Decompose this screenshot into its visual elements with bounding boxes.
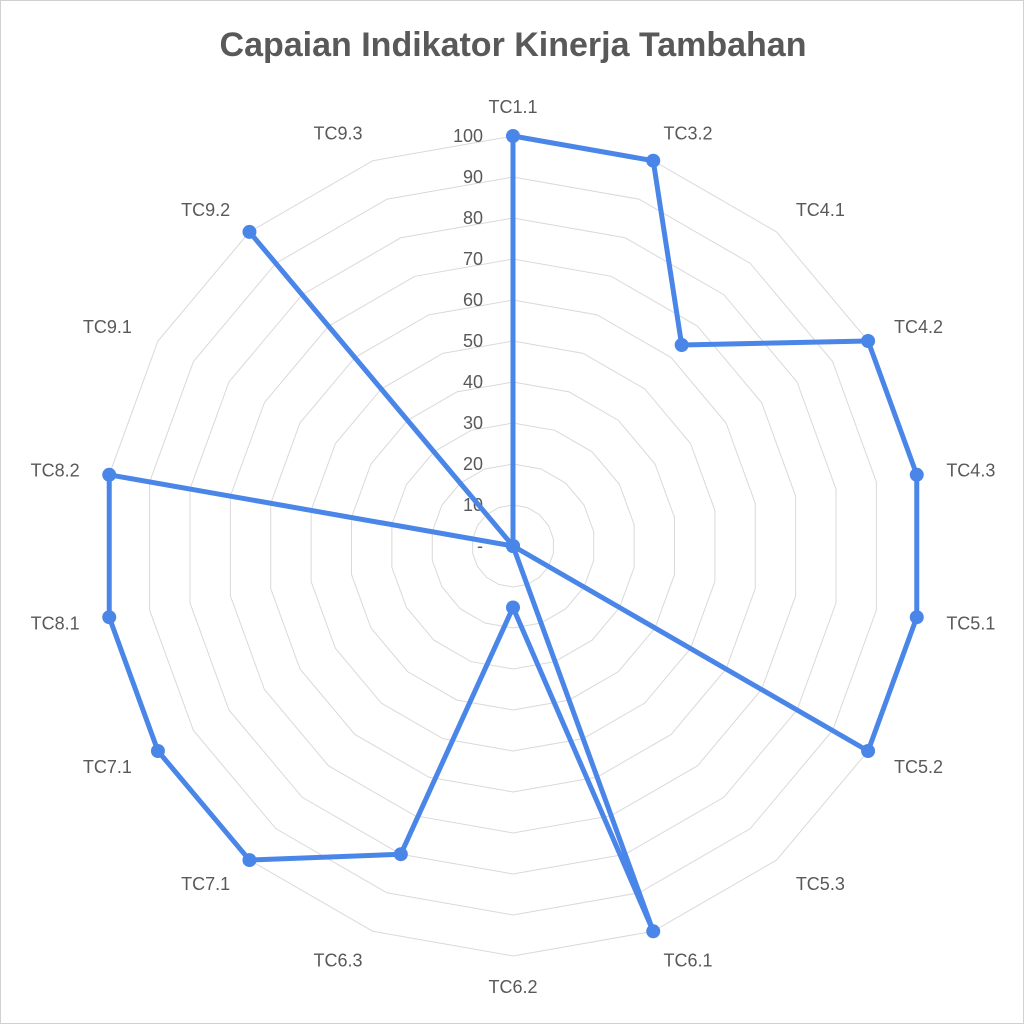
data-point — [861, 744, 876, 758]
data-point — [646, 153, 661, 168]
data-point — [646, 924, 661, 939]
tick-label: 70 — [463, 249, 483, 269]
data-point — [150, 744, 165, 758]
grid-ring — [149, 176, 877, 916]
data-point — [506, 600, 520, 615]
data-point — [909, 467, 924, 482]
category-label: TC7.1 — [83, 757, 132, 777]
grid-ring — [391, 422, 635, 670]
grid-ring — [189, 217, 837, 875]
tick-label: 30 — [463, 413, 483, 433]
grid-ring — [350, 381, 676, 711]
data-point — [393, 847, 408, 862]
category-label: TC4.3 — [946, 461, 995, 481]
tick-label: 60 — [463, 290, 483, 310]
category-label: TC8.2 — [31, 461, 80, 481]
chart-title: Capaian Indikator Kinerja Tambahan — [220, 26, 807, 64]
data-point — [861, 334, 876, 348]
data-point — [242, 224, 257, 239]
data-point — [102, 610, 117, 625]
grid-ring — [310, 340, 716, 752]
data-point — [506, 539, 520, 553]
category-label: TC4.2 — [894, 317, 943, 337]
category-label: TC5.1 — [946, 613, 995, 633]
grid-ring — [431, 463, 595, 629]
data-point — [506, 129, 520, 143]
data-point — [674, 337, 689, 352]
tick-label: 40 — [463, 372, 483, 392]
tick-label: 50 — [463, 331, 483, 351]
category-label: TC1.1 — [488, 97, 537, 117]
tick-label: 90 — [463, 167, 483, 187]
category-label: TC9.3 — [313, 124, 362, 144]
data-point — [909, 610, 924, 625]
category-label: TC9.1 — [83, 317, 132, 337]
tick-label: 10 — [463, 495, 483, 515]
data-point — [102, 467, 117, 482]
category-labels: TC1.1 TC3.2 TC4.1 TC4.2 TC4.3 TC5.1 TC5.2 TC5.3… — [31, 97, 996, 997]
category-label: TC9.2 — [181, 200, 230, 220]
grid-ring — [270, 299, 756, 793]
category-label: TC8.1 — [31, 613, 80, 633]
category-label: TC6.1 — [663, 950, 712, 970]
radar-grid — [108, 135, 918, 957]
category-label: TC6.3 — [313, 950, 362, 970]
category-label: TC7.1 — [181, 874, 230, 894]
series-layer — [102, 129, 924, 939]
tick-label: 80 — [463, 208, 483, 228]
radial-tick-labels: - 10 20 30 40 50 60 70 80 90 100 — [453, 126, 483, 556]
grid-ring — [229, 258, 797, 834]
tick-label: 100 — [453, 126, 483, 146]
category-label: TC3.2 — [663, 124, 712, 144]
category-label: TC6.2 — [488, 977, 537, 997]
data-point — [242, 853, 257, 868]
category-label: TC5.2 — [894, 757, 943, 777]
grid-ring — [472, 504, 554, 588]
tick-label: - — [477, 536, 483, 556]
tick-label: 20 — [463, 454, 483, 474]
category-label: TC4.1 — [796, 200, 845, 220]
category-label: TC5.3 — [796, 874, 845, 894]
